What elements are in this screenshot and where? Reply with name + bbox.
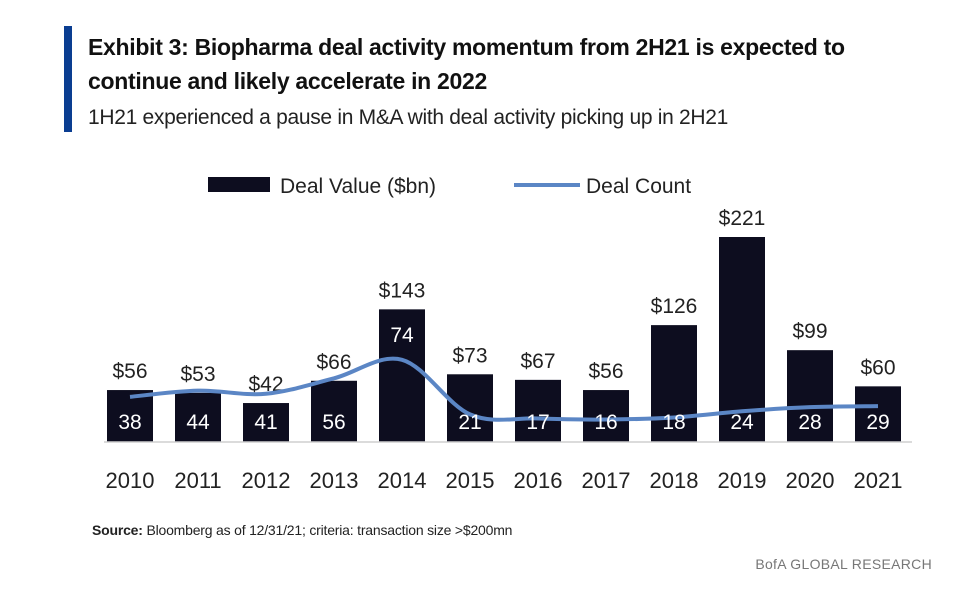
x-tick-2019: 2019 — [718, 468, 767, 493]
title-accent-bar — [64, 26, 72, 132]
bar-value-label-2012: $42 — [248, 373, 283, 396]
bar-value-label-2014: $143 — [379, 279, 426, 302]
count-label-2011: 44 — [186, 411, 210, 434]
bar-2018 — [651, 325, 697, 442]
bar-2019 — [719, 237, 765, 442]
bar-value-label-2011: $53 — [180, 363, 215, 386]
count-label-2019: 24 — [730, 411, 754, 434]
bar-2020 — [787, 350, 833, 442]
chart-title: Exhibit 3: Biopharma deal activity momen… — [88, 34, 845, 94]
legend: Deal Value ($bn) Deal Count — [208, 175, 691, 198]
bar-2021 — [855, 386, 901, 442]
count-label-2020: 28 — [798, 411, 821, 434]
x-tick-2018: 2018 — [650, 468, 699, 493]
deal-count-labels: 38 44 41 56 74 21 17 16 18 24 28 29 — [118, 324, 889, 434]
bar-2015 — [447, 374, 493, 442]
source-text: Bloomberg as of 12/31/21; criteria: tran… — [146, 522, 513, 538]
legend-bar-label: Deal Value ($bn) — [280, 175, 436, 198]
count-label-2016: 17 — [526, 411, 549, 434]
bar-value-label-2016: $67 — [520, 350, 555, 373]
bar-value-labels: $56 $53 $42 $66 $143 $73 $67 $56 $126 $221 $99 $60 — [112, 207, 895, 396]
bar-2012 — [243, 403, 289, 442]
x-tick-2015: 2015 — [446, 468, 495, 493]
bar-series — [107, 237, 901, 442]
source-note: Source: Bloomberg as of 12/31/21; criter… — [92, 522, 512, 538]
x-tick-2010: 2010 — [106, 468, 155, 493]
bar-value-label-2021: $60 — [860, 356, 895, 379]
bar-2016 — [515, 379, 561, 442]
x-tick-2012: 2012 — [242, 468, 291, 493]
bar-2017 — [583, 390, 629, 442]
count-label-2021: 29 — [866, 411, 889, 434]
bar-2011 — [175, 392, 221, 442]
count-label-2017: 16 — [594, 411, 617, 434]
count-label-2015: 21 — [458, 411, 481, 434]
deal-count-line — [129, 356, 879, 422]
bar-2014 — [379, 309, 425, 442]
count-label-2013: 56 — [322, 411, 345, 434]
brand-footer: BofA GLOBAL RESEARCH — [755, 556, 932, 572]
source-label: Source: — [92, 522, 143, 538]
x-tick-2013: 2013 — [310, 468, 359, 493]
legend-bar-swatch — [208, 177, 270, 192]
chart-subtitle: 1H21 experienced a pause in M&A with dea… — [88, 106, 729, 129]
x-tick-2020: 2020 — [786, 468, 835, 493]
bar-value-label-2019: $221 — [719, 207, 766, 230]
count-label-2014: 74 — [390, 324, 414, 347]
x-axis-tick-labels: 2010 2011 2012 2013 2014 2015 2016 2017 2018 2019… — [106, 468, 903, 493]
count-label-2018: 18 — [662, 411, 685, 434]
x-tick-2021: 2021 — [854, 468, 903, 493]
count-label-2010: 38 — [118, 411, 141, 434]
x-tick-2014: 2014 — [378, 468, 427, 493]
bar-value-label-2020: $99 — [792, 320, 827, 343]
x-tick-2011: 2011 — [174, 468, 221, 493]
bar-value-label-2013: $66 — [316, 351, 351, 374]
x-tick-2016: 2016 — [514, 468, 563, 493]
bar-value-label-2015: $73 — [452, 344, 487, 367]
x-tick-2017: 2017 — [582, 468, 631, 493]
bar-value-label-2017: $56 — [588, 360, 623, 383]
bar-value-label-2018: $126 — [651, 295, 698, 318]
legend-line-label: Deal Count — [586, 175, 691, 198]
bar-value-label-2010: $56 — [112, 360, 147, 383]
bar-2010 — [107, 390, 153, 442]
deal-activity-chart: Deal Value ($bn) Deal Count $56 $53 $42 $66… — [104, 175, 912, 493]
bar-2013 — [311, 380, 357, 442]
count-label-2012: 41 — [254, 411, 277, 434]
